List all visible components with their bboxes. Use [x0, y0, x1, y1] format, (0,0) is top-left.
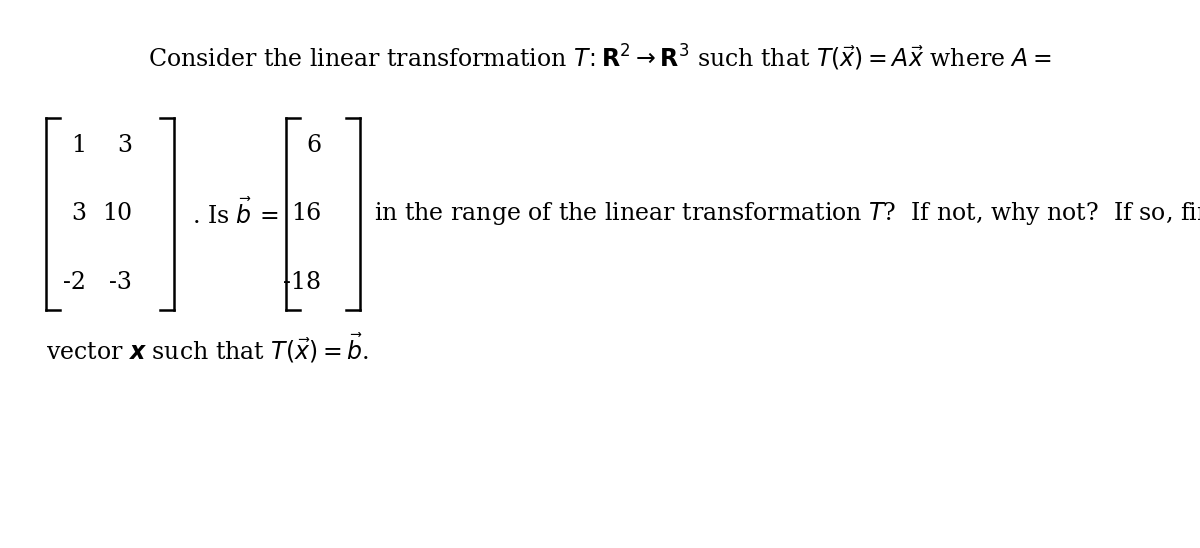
Text: 10: 10 [102, 202, 132, 225]
Text: 16: 16 [292, 202, 322, 225]
Text: -18: -18 [283, 271, 322, 294]
Text: 1: 1 [71, 134, 86, 157]
Text: vector $\boldsymbol{x}$ such that $T(\vec{x}) = \vec{b}$.: vector $\boldsymbol{x}$ such that $T(\ve… [46, 331, 368, 365]
Text: Consider the linear transformation $T\!:\mathbf{R}^2 \rightarrow \mathbf{R}^3$ s: Consider the linear transformation $T\!:… [148, 42, 1052, 73]
Text: . Is $\vec{b}\, =$: . Is $\vec{b}\, =$ [192, 198, 278, 229]
Text: 6: 6 [306, 134, 322, 157]
Text: -2: -2 [64, 271, 86, 294]
Text: -3: -3 [109, 271, 132, 294]
Text: in the range of the linear transformation $T$?  If not, why not?  If so, find a: in the range of the linear transformatio… [374, 200, 1200, 227]
Text: 3: 3 [72, 202, 86, 225]
Text: 3: 3 [118, 134, 132, 157]
